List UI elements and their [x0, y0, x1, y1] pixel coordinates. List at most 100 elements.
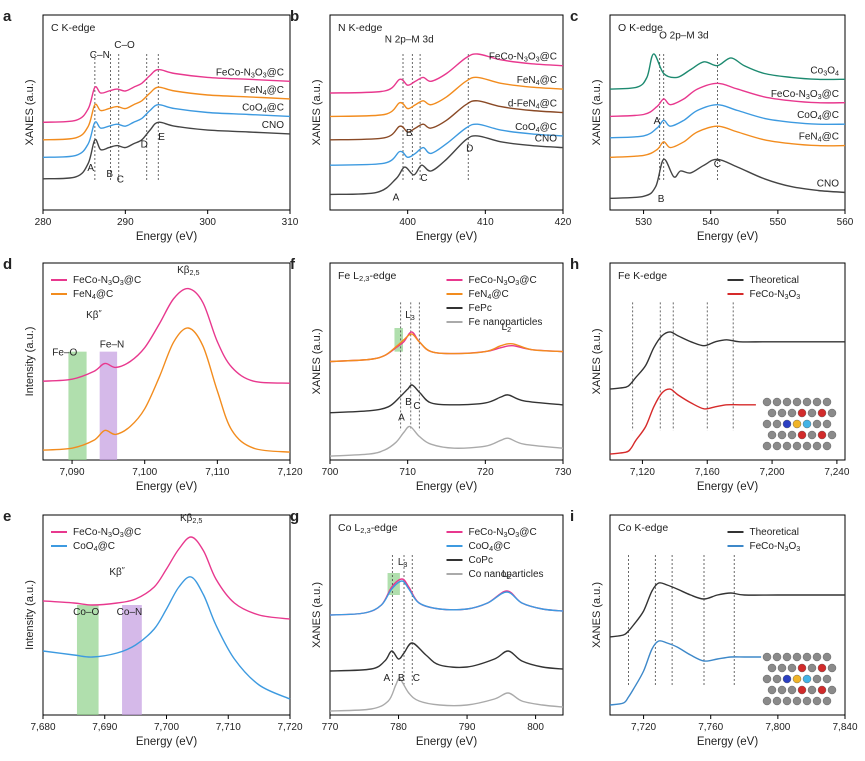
peak-annotation: B	[658, 194, 665, 205]
series-label: FeN4@C	[244, 85, 284, 97]
edge-label: Co K-edge	[618, 522, 668, 534]
x-tick-label: 720	[477, 467, 494, 478]
series-line-cno	[329, 135, 564, 196]
series-line-fen4-c	[42, 86, 291, 141]
peak-annotation: A	[393, 192, 400, 203]
series-label: CoO4@C	[515, 122, 557, 134]
x-tick-label: 7,160	[695, 467, 720, 478]
peak-annotation: A	[384, 673, 391, 684]
x-tick-label: 310	[282, 217, 299, 228]
peak-annotation: C–N	[90, 50, 110, 61]
y-axis-label: XANES (a.u.)	[311, 582, 323, 648]
x-tick-label: 290	[117, 217, 134, 228]
x-axis-label: Energy (eV)	[416, 481, 478, 493]
series-line-co3o4	[609, 53, 846, 90]
series-line-fen4-c	[329, 76, 564, 118]
peak-annotation: E	[158, 132, 165, 143]
x-tick-label: 800	[527, 722, 544, 733]
x-tick-label: 540	[702, 217, 719, 228]
panel-letter: b	[290, 8, 299, 25]
x-axis-label: Energy (eV)	[136, 481, 198, 493]
plot-frame	[609, 262, 846, 461]
x-axis-label: Energy (eV)	[697, 736, 759, 748]
series-label: FeN4@C	[517, 75, 557, 87]
edge-label: N K-edge	[338, 22, 383, 34]
panel-g: 770 780 790 800 Energy (eV) XANES (a.u.) g Co L…	[290, 508, 564, 748]
panel-f: 700 710 720 730 Energy (eV) XANES (a.u.) f Fe L…	[290, 256, 572, 493]
series-line-feco-n3o3-c	[42, 287, 291, 384]
x-tick-label: 530	[635, 217, 652, 228]
peak-annotation: Co–O	[73, 607, 99, 618]
series-line-feco-n3o3-c	[329, 53, 564, 94]
series-label: CNO	[535, 134, 557, 145]
x-tick-label: 7,240	[824, 467, 849, 478]
edge-label: O K-edge	[618, 22, 663, 34]
x-axis-label: Energy (eV)	[697, 481, 759, 493]
y-axis-label: XANES (a.u.)	[24, 79, 36, 145]
x-tick-label: 7,760	[698, 722, 723, 733]
series-line-fepc	[329, 384, 564, 414]
legend-entry: FePc	[469, 303, 492, 314]
x-tick-label: 300	[199, 217, 216, 228]
series-label: d-FeN4@C	[508, 99, 557, 111]
peak-annotation: C–O	[114, 40, 135, 51]
series-label: FeN4@C	[799, 132, 839, 144]
highlight-band	[76, 605, 99, 715]
x-axis-label: Energy (eV)	[416, 736, 478, 748]
series-line-theoretical	[609, 582, 845, 638]
y-axis-label: XANES (a.u.)	[311, 79, 323, 145]
peak-annotation: C	[117, 175, 124, 186]
peak-annotation: Fe–O	[52, 348, 77, 359]
legend-entry: FeCo-N3O3	[750, 289, 801, 301]
peak-annotation: Co–N	[117, 607, 143, 618]
panel-b: 400 410 420 Energy (eV) XANES (a.u.) b N K-edg…	[290, 8, 572, 243]
plot-frame	[329, 262, 564, 461]
legend-entry: FeN4@C	[469, 289, 509, 301]
edge-label: C K-edge	[51, 22, 96, 34]
series-label: CNO	[262, 120, 284, 131]
y-axis-label: XANES (a.u.)	[591, 79, 603, 145]
peak-annotation: C	[413, 673, 420, 684]
x-tick-label: 730	[555, 467, 572, 478]
series-label: FeCo-N3O3@C	[771, 89, 839, 101]
series-label: FeCo-N3O3@C	[489, 52, 557, 64]
panel-letter: h	[570, 256, 579, 273]
y-axis-label: XANES (a.u.)	[311, 328, 323, 394]
x-tick-label: 7,720	[631, 722, 656, 733]
peak-annotation: C	[413, 401, 420, 412]
series-line-coo4-c	[329, 580, 564, 616]
panel-letter: d	[3, 256, 12, 273]
plot-frame	[42, 262, 291, 461]
panel-letter: e	[3, 508, 11, 525]
peak-annotation: Kβ′′	[109, 566, 125, 578]
series-label: CoO4@C	[242, 102, 284, 114]
x-tick-label: 7,700	[154, 722, 179, 733]
x-tick-label: 410	[477, 217, 494, 228]
series-line-cno	[42, 121, 291, 180]
y-axis-label: Intensity (a.u.)	[24, 580, 36, 650]
peak-annotation: B	[106, 169, 113, 180]
legend-entry: Co nanoparticles	[469, 569, 544, 580]
y-axis-label: XANES (a.u.)	[591, 582, 603, 648]
x-tick-label: 7,200	[760, 467, 785, 478]
x-tick-label: 7,800	[765, 722, 790, 733]
peak-annotation: Kβ′′	[86, 309, 102, 321]
plot-frame	[42, 14, 291, 211]
series-line-feco-n3o3-c	[329, 331, 564, 363]
x-axis-label: Energy (eV)	[136, 231, 198, 243]
panel-letter: i	[570, 508, 574, 525]
x-axis-label: Energy (eV)	[416, 231, 478, 243]
series-line-coo4-c	[329, 123, 564, 166]
highlight-band	[68, 351, 87, 460]
series-line-coo4-c	[609, 103, 846, 139]
peak-annotation: Kβ2,5	[180, 513, 202, 525]
x-tick-label: 7,680	[30, 722, 55, 733]
panel-e: 7,680 7,690 7,700 7,710 7,720 Energy (eV) Inte…	[3, 508, 303, 748]
x-tick-label: 7,690	[92, 722, 117, 733]
peak-annotation: Kβ2,5	[177, 265, 199, 277]
panel-c: 530 540 550 560 Energy (eV) XANES (a.u.) c O K-…	[570, 8, 854, 243]
peak-annotation: N 2p–M 3d	[385, 34, 434, 45]
peak-annotation: D	[466, 144, 473, 155]
x-tick-label: 7,710	[216, 722, 241, 733]
